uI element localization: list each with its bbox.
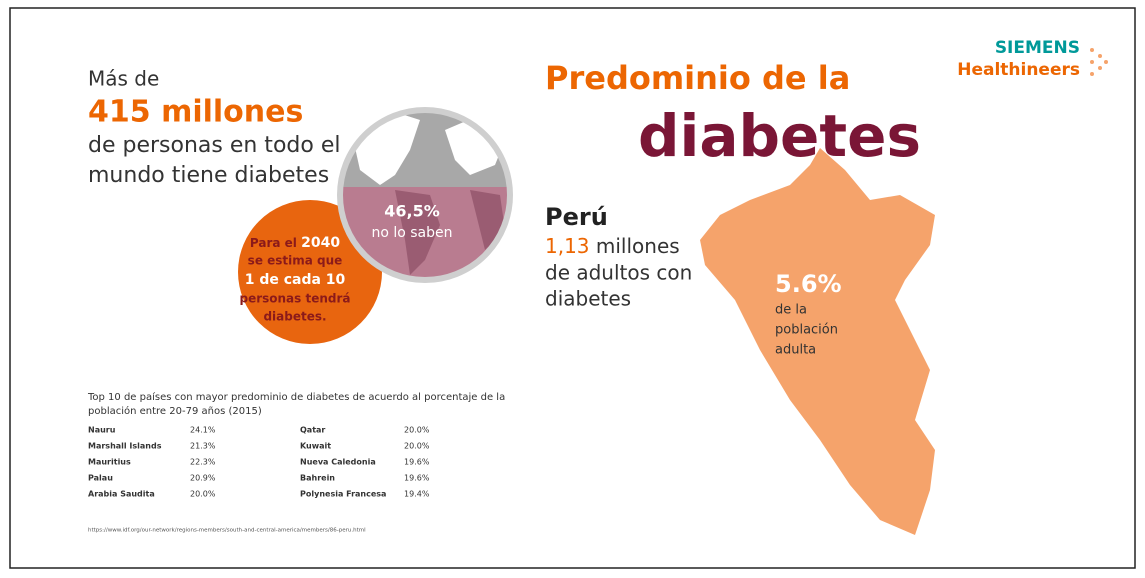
peru-text: diabetes [545,287,631,311]
country: Nauru [88,426,116,435]
globe-rim [337,107,513,283]
peru-text: de adultos con [545,261,692,285]
forecast-year: 2040 [301,235,340,251]
world-number: 415 millones [88,95,303,130]
logo-dots [1090,48,1108,76]
percentage: 19.6% [404,458,430,467]
percentage: 24.1% [190,426,216,435]
country: Mauritius [88,458,131,467]
peru-name: Perú [545,203,608,231]
map-text: de la [775,303,807,318]
percentage: 20.0% [404,426,430,435]
map-value: 5.6% [775,270,842,298]
forecast-highlight: 1 de cada 10 [245,272,346,288]
peru-value: 1,13 [545,234,590,258]
percentage: 19.6% [404,474,430,483]
percentage: 20.0% [404,442,430,451]
source: https://www.idf.org/our-network/regions-… [88,528,366,534]
world-text: de personas en todo el [88,133,340,158]
country: Polynesia Francesa [300,490,386,499]
title-big: diabetes [638,102,921,170]
country: Bahrein [300,474,335,483]
country: Palau [88,474,113,483]
country: Marshall Islands [88,442,162,451]
percentage: 22.3% [190,458,216,467]
peru-text: 1,13 millones [545,234,680,258]
world-text: Más de [88,67,159,91]
forecast-text: se estima que [248,254,343,268]
peru-map [700,148,935,535]
title: Predominio de la [545,59,850,97]
frame [9,7,1136,569]
map-text: adulta [775,343,816,358]
globe-value: 46,5% [384,202,440,221]
world-text: mundo tiene diabetes [88,163,329,188]
logo: SIEMENS [995,38,1080,58]
percentage: 21.3% [190,442,216,451]
country: Nueva Caledonia [300,458,376,467]
table-caption: Top 10 de países con mayor predominio de… [87,391,505,403]
forecast-part: Para el [250,236,297,250]
logo: Healthineers [957,60,1080,80]
country: Kuwait [300,442,331,451]
percentage: 19.4% [404,490,430,499]
percentage: 20.0% [190,490,216,499]
forecast-text: personas tendrá [239,292,350,306]
table-caption: población entre 20-79 años (2015) [88,405,262,417]
forecast-text: Para el 2040 [250,235,340,251]
percentage: 20.9% [190,474,216,483]
forecast-circle [238,200,382,344]
country: Qatar [300,426,325,435]
globe-label: no lo saben [371,225,452,241]
forecast-text: diabetes. [263,310,326,324]
peru-unit: millones [596,234,680,258]
country: Arabia Saudita [88,490,155,499]
map-text: población [775,323,838,338]
